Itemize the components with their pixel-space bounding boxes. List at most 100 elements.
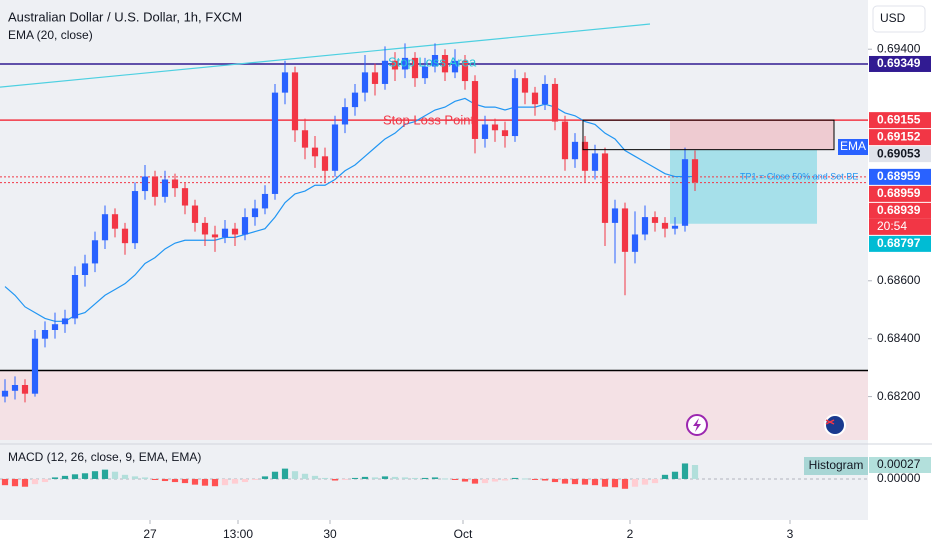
histogram-bar [341,478,349,480]
histogram-bar [421,477,429,479]
price-tag [869,168,931,185]
histogram-bar [551,478,559,483]
trend-line [0,23,651,88]
histogram-bar [601,478,609,487]
histogram-bar [51,477,59,479]
price-tag-label: 0.69349 [877,56,921,70]
histogram-bar [101,469,109,479]
candle-body [681,159,689,226]
histogram-bar [441,478,449,480]
price-tag-label: 0.68797 [877,236,921,250]
histogram-bar [461,478,469,482]
candle-body [531,92,539,105]
histogram-bar [681,463,689,479]
time-axis [0,520,868,550]
flag-icon[interactable] [824,414,846,436]
x-tick-label: 3 [787,527,794,541]
histogram-bar [31,478,39,485]
histogram-bar [251,478,259,480]
price-tag [869,202,931,219]
support-zone [0,370,868,440]
candle-body [321,156,329,171]
histogram-bar [521,478,529,480]
histogram-bar [541,478,549,481]
candle-body [231,228,239,235]
histogram-bar [271,471,279,479]
histogram-bar [661,474,669,479]
candle-body [391,60,399,70]
histogram-tag-label: 0.00027 [877,457,921,471]
candle-body [21,385,29,394]
candle-body [101,214,109,241]
annotation: Stop Loss Point [383,112,474,127]
price-tag [869,55,931,72]
histogram-bar [471,478,479,484]
candle-body [421,66,429,79]
y-tick-label: 0.68400 [877,331,921,345]
annotation: Stop Loss Area [388,54,477,69]
candle-body [461,60,469,82]
candle-body [451,60,459,73]
price-axis [868,0,932,550]
candle-body [601,153,609,223]
currency-label: USD [880,11,906,25]
histogram-bar [351,477,359,479]
candle-body [401,57,409,70]
histogram-bar [41,478,49,483]
candle-body [281,72,289,93]
ema-line [4,97,695,322]
histogram-bar [451,478,459,480]
histogram-bar [221,478,229,486]
histogram-bar [591,478,599,486]
candle-body [671,225,679,229]
candle-body [121,228,129,244]
histogram-bar [501,478,509,481]
x-tick-label: 30 [323,527,337,541]
candle-body [501,130,509,137]
candle-body [51,324,59,330]
candle-body [41,330,49,339]
candle-body [311,147,319,157]
histogram-bar [651,478,659,484]
overlay: 0.69400 0.68600 0.68400 0.68200 27 13:00 30 Oct… [143,41,931,541]
candle-body [71,275,79,319]
candle-body [201,222,209,235]
macd-pane [0,463,868,489]
histogram-bar [691,465,699,479]
currency-button[interactable] [872,5,926,33]
candle-body [171,179,179,189]
price-tag-label: 0.69155 [877,112,921,126]
ema-tag-label: EMA [840,139,866,153]
countdown: 20:54 [877,219,907,233]
candle-body [301,130,309,148]
histogram-bar [561,478,569,484]
histogram-bar [641,478,649,485]
y-tick-label: 0.69400 [877,41,921,55]
x-tick-label: 13:00 [223,527,253,541]
histogram-bar [411,477,419,479]
histogram-bar [181,478,189,484]
histogram-bar [311,475,319,479]
histogram-legend: Histogram [809,458,864,472]
entry-box [582,119,835,151]
price-tag [869,112,931,129]
candle-body [331,124,339,171]
candle-body [371,72,379,84]
ema-tag [838,139,868,155]
candle-body [591,153,599,171]
candle-body [651,217,659,223]
candle-body [521,78,529,93]
histogram-bar [371,477,379,479]
candle-body [161,179,169,197]
histogram-bar [21,478,29,487]
candle-body [551,83,559,122]
histogram-bar [621,478,629,489]
histogram-legend-box [804,457,868,475]
price-tag-label: 0.69152 [877,129,921,143]
histogram-bar [151,478,159,480]
candle-body [611,208,619,223]
candle-body [131,191,139,244]
histogram-bar [121,474,129,479]
candle-body [351,92,359,108]
candle-body [1,390,9,397]
